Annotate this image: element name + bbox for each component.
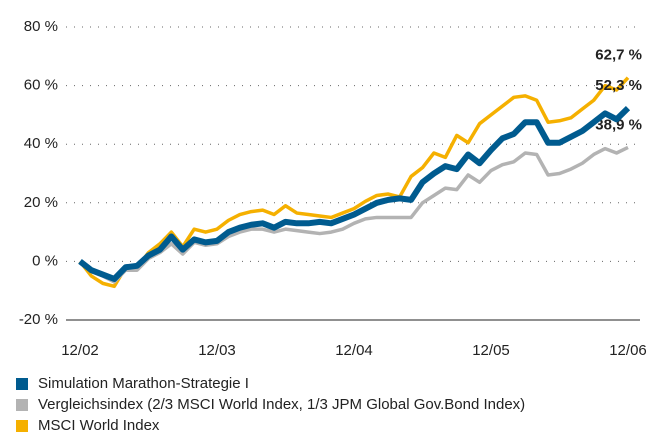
x-tick-label: 12/06 [609, 342, 647, 359]
legend-label: Vergleichsindex (2/3 MSCI World Index, 1… [38, 396, 525, 413]
end-label: 62,7 % [595, 47, 642, 64]
y-tick-label: 80 % [24, 18, 58, 35]
y-tick-label: 60 % [24, 77, 58, 94]
series-line [78, 76, 630, 289]
legend-label: MSCI World Index [38, 417, 160, 434]
legend-swatch [16, 420, 28, 432]
end-label: 52,3 % [595, 77, 642, 94]
series-line [78, 106, 631, 282]
x-tick-label: 12/05 [472, 342, 510, 359]
x-tick-label: 12/02 [61, 342, 99, 359]
legend-swatch [16, 399, 28, 411]
x-tick-label: 12/03 [198, 342, 236, 359]
legend-label: Simulation Marathon-Strategie I [38, 375, 249, 392]
y-tick-label: 20 % [24, 194, 58, 211]
series-line [78, 145, 629, 284]
legend-swatch [16, 378, 28, 390]
end-label: 38,9 % [595, 116, 642, 133]
y-tick-label: 40 % [24, 135, 58, 152]
y-tick-label: 0 % [32, 252, 58, 269]
x-tick-label: 12/04 [335, 342, 373, 359]
y-tick-label: -20 % [19, 311, 58, 328]
